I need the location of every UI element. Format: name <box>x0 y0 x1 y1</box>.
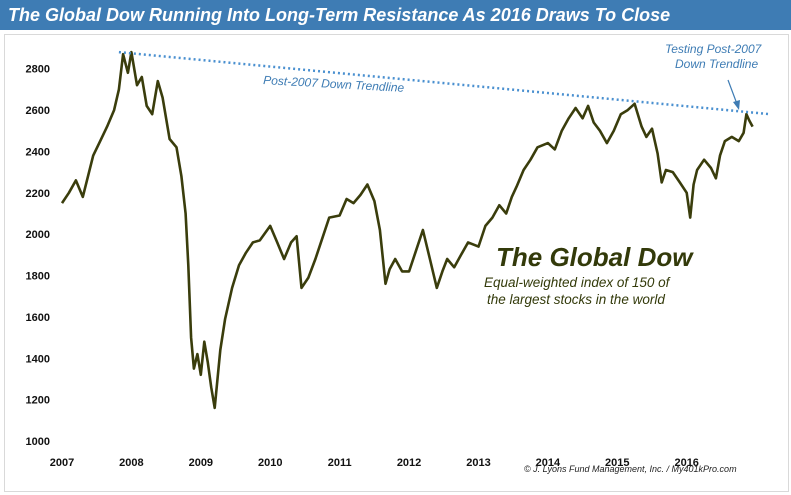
index-description-line2: the largest stocks in the world <box>487 292 665 307</box>
credit-text: © J. Lyons Fund Management, Inc. / My401… <box>524 464 737 474</box>
x-axis-ticks: 2007 2008 2009 2010 2011 2012 2013 2014 2015 2016 <box>50 457 699 469</box>
y-tick-label: 2400 <box>26 146 50 158</box>
x-tick-label: 2010 <box>258 457 282 469</box>
x-tick-label: 2013 <box>466 457 490 469</box>
x-tick-label: 2016 <box>674 457 698 469</box>
y-tick-label: 1600 <box>26 312 50 324</box>
index-name-label: The Global Dow <box>496 242 694 272</box>
testing-label-line1: Testing Post-2007 <box>665 42 763 56</box>
y-tick-label: 1200 <box>26 395 50 407</box>
chart-title: The Global Dow Running Into Long-Term Re… <box>8 4 671 25</box>
post-2007-trendline <box>118 50 771 116</box>
testing-arrow-shaft <box>727 79 738 105</box>
testing-label-line2: Down Trendline <box>675 57 758 71</box>
y-tick-label: 1800 <box>26 271 50 283</box>
y-tick-label: 2800 <box>26 64 50 76</box>
x-tick-label: 2014 <box>536 457 561 469</box>
y-axis-ticks: 1000 1200 1400 1600 1800 2000 2200 2400 2600 2800 <box>26 64 50 448</box>
chart-frame <box>4 34 789 492</box>
y-tick-label: 2200 <box>26 188 50 200</box>
y-tick-label: 1400 <box>26 353 50 365</box>
x-tick-label: 2015 <box>605 457 629 469</box>
title-bar: The Global Dow Running Into Long-Term Re… <box>0 0 791 30</box>
y-tick-label: 1000 <box>26 436 50 448</box>
y-tick-label: 2000 <box>26 229 50 241</box>
x-tick-label: 2011 <box>328 457 352 469</box>
testing-arrow-head <box>733 100 740 110</box>
index-description-line1: Equal-weighted index of 150 of <box>484 275 671 290</box>
y-tick-label: 2600 <box>26 105 50 117</box>
x-tick-label: 2008 <box>119 457 143 469</box>
x-tick-label: 2009 <box>189 457 213 469</box>
x-tick-label: 2007 <box>50 457 74 469</box>
global-dow-series-line <box>60 50 754 410</box>
x-tick-label: 2012 <box>397 457 421 469</box>
